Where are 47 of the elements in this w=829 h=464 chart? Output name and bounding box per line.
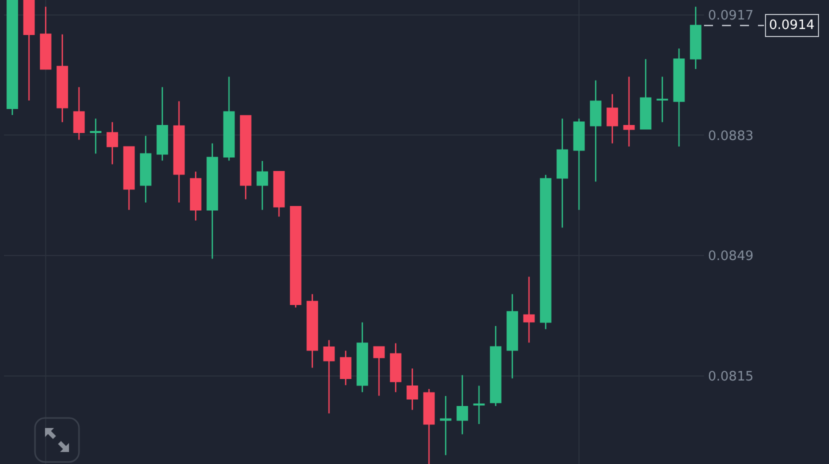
candlestick: [473, 385, 485, 425]
candlestick: [56, 34, 68, 123]
y-tick-label: 0.0883: [708, 128, 754, 144]
candlestick: [290, 206, 302, 308]
candlestick: [223, 76, 235, 162]
candlestick: [640, 58, 652, 130]
candlestick: [240, 115, 252, 200]
candlestick: [590, 80, 602, 182]
candlestick: [673, 48, 685, 148]
candlestick: [523, 276, 535, 344]
candlestick: [123, 146, 135, 211]
candlestick: [140, 135, 152, 204]
candlestick: [390, 342, 402, 393]
candlestick: [406, 368, 418, 410]
y-tick-label: 0.0815: [708, 369, 754, 384]
candlestick: [506, 293, 518, 379]
candlestick: [490, 325, 502, 407]
ref-line-label: 0.0914: [769, 18, 814, 33]
candlestick: [273, 171, 285, 218]
candlestick: [540, 174, 552, 330]
candlestick: [90, 118, 102, 154]
candlestick: [456, 374, 468, 435]
candlestick: [156, 86, 168, 162]
candlestick: [173, 100, 185, 204]
candlestick: [356, 322, 368, 393]
candlestick: [573, 118, 585, 211]
candlestick: [423, 388, 435, 464]
candlestick: [190, 171, 202, 222]
candlestick: [606, 93, 618, 144]
candlestick: [690, 6, 702, 70]
candlestick: [73, 86, 85, 140]
candlestick: [6, 0, 18, 116]
candlestick: [340, 350, 352, 386]
candlestick: [306, 293, 318, 368]
candlestick: [40, 6, 52, 70]
candlestick: [256, 160, 268, 211]
candlestick: [323, 339, 335, 414]
candlestick: [23, 0, 35, 102]
candlestick: [106, 121, 118, 165]
candlestick: [623, 76, 635, 148]
candlestick: [440, 395, 452, 456]
y-tick-label: 0.0917: [708, 8, 754, 24]
y-tick-label: 0.0849: [708, 249, 754, 264]
candlestick: [556, 118, 568, 228]
candlestick: [373, 346, 385, 396]
candlestick: [206, 142, 218, 260]
candlestick: [656, 76, 668, 123]
